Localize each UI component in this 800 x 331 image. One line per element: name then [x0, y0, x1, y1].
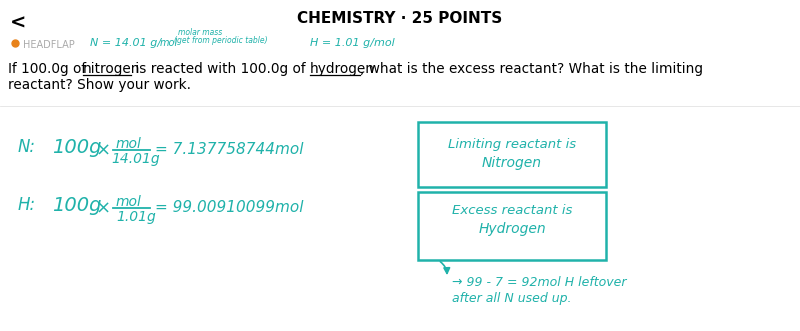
- Text: 100g: 100g: [52, 196, 102, 215]
- Text: N = 14.01 g/: N = 14.01 g/: [90, 38, 161, 48]
- Text: ×: ×: [96, 142, 111, 160]
- Bar: [418, 122, 606, 187]
- Text: H:: H:: [18, 196, 36, 214]
- Text: reactant? Show your work.: reactant? Show your work.: [8, 78, 191, 92]
- Text: Limiting reactant is: Limiting reactant is: [448, 138, 576, 151]
- Text: mol: mol: [160, 38, 178, 48]
- Bar: [418, 192, 606, 260]
- Text: ×: ×: [96, 200, 111, 218]
- Text: hydrogen: hydrogen: [310, 62, 375, 76]
- Text: Hydrogen: Hydrogen: [478, 222, 546, 236]
- Text: If 100.0g of: If 100.0g of: [8, 62, 90, 76]
- Text: Nitrogen: Nitrogen: [482, 156, 542, 170]
- Text: mol: mol: [116, 195, 142, 209]
- Text: molar mass: molar mass: [178, 28, 222, 37]
- Text: Excess reactant is: Excess reactant is: [452, 204, 572, 217]
- Text: , what is the excess reactant? What is the limiting: , what is the excess reactant? What is t…: [360, 62, 703, 76]
- Text: 100g: 100g: [52, 138, 102, 157]
- Text: (get from periodic table): (get from periodic table): [174, 36, 268, 45]
- Text: = 99.00910099mol: = 99.00910099mol: [155, 200, 303, 215]
- Text: 14.01g: 14.01g: [111, 152, 160, 166]
- Text: = 7.137758744mol: = 7.137758744mol: [155, 142, 303, 157]
- Text: <: <: [10, 14, 26, 33]
- Text: CHEMISTRY · 25 POINTS: CHEMISTRY · 25 POINTS: [298, 11, 502, 26]
- Text: HEADFLAP: HEADFLAP: [23, 40, 74, 50]
- Text: H = 1.01 g/mol: H = 1.01 g/mol: [310, 38, 394, 48]
- Text: → 99 - 7 = 92mol H leftover: → 99 - 7 = 92mol H leftover: [452, 276, 626, 289]
- Text: is reacted with 100.0g of: is reacted with 100.0g of: [131, 62, 310, 76]
- Text: 1.01g: 1.01g: [116, 210, 156, 224]
- Text: N:: N:: [18, 138, 36, 156]
- Text: nitrogen: nitrogen: [83, 62, 141, 76]
- Text: after all N used up.: after all N used up.: [452, 292, 571, 305]
- Text: mol: mol: [116, 137, 142, 151]
